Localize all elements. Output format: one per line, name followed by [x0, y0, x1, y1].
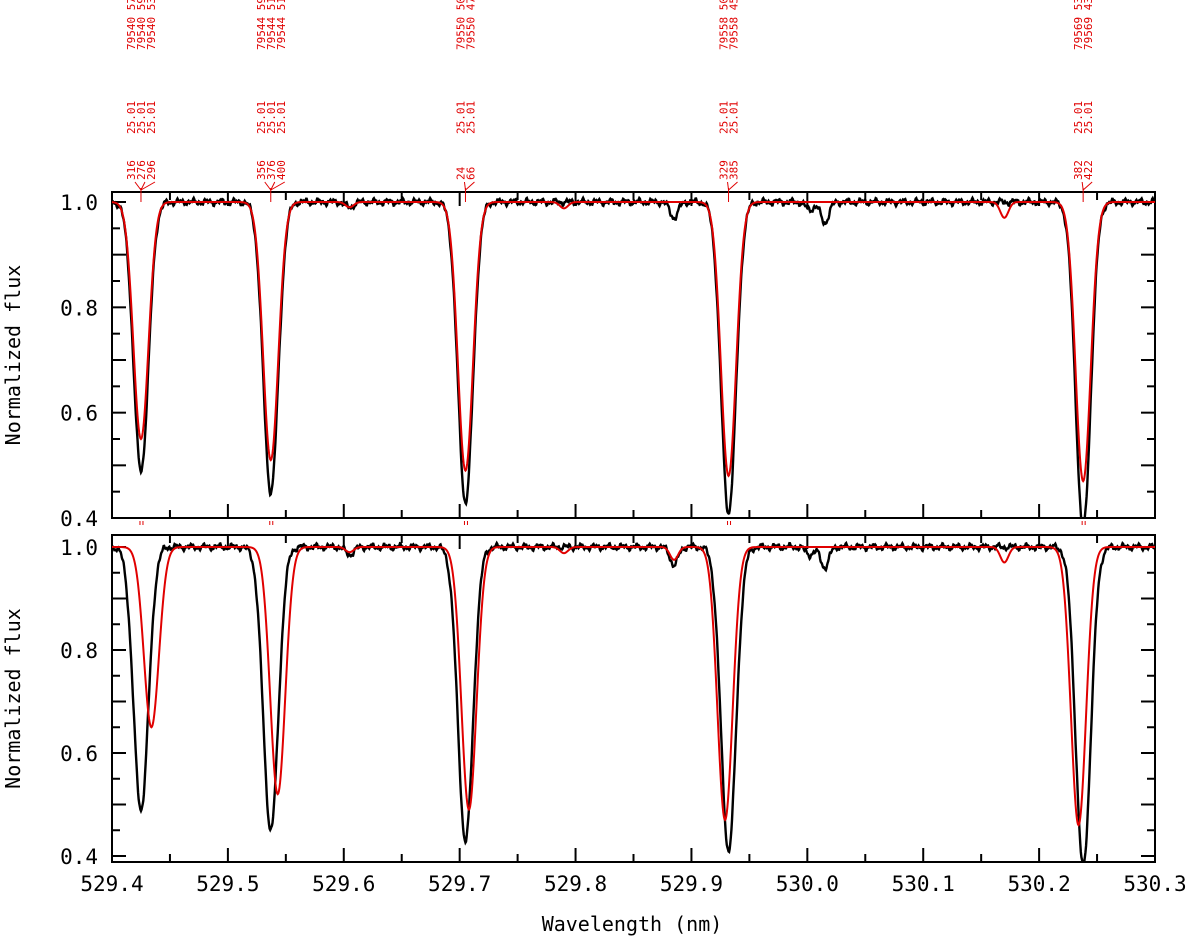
x-tick-label: 530.0 — [776, 872, 839, 896]
line-id-wavelength: 316 — [125, 160, 138, 180]
line-id-leader — [1082, 181, 1093, 191]
line-id-wavelength: 24 — [454, 166, 467, 180]
line-id-wavelength: 356 — [255, 160, 268, 180]
line-id-element-code: 25.01 — [1082, 101, 1095, 134]
y-tick-label: 1.0 — [60, 191, 98, 215]
x-tick-label: 529.6 — [312, 872, 375, 896]
line-id-wavelength: 385 — [728, 160, 741, 180]
line-id-leader — [140, 181, 146, 191]
x-tick-label: 530.1 — [892, 872, 955, 896]
x-tick-label: 529.7 — [428, 872, 491, 896]
line-id-number: 79558 505 — [718, 0, 731, 50]
line-id-leader — [1081, 181, 1084, 191]
x-tick-label: 529.4 — [80, 872, 143, 896]
line-id-leader — [728, 181, 738, 191]
line-id-element-code: 25.01 — [728, 101, 741, 134]
line-id-number: 79544 510 — [275, 0, 288, 50]
line-id-number: 79544 596 — [255, 0, 268, 50]
line-id-wavelength: 66 — [464, 167, 477, 180]
line-id-element-code: 25.01 — [265, 101, 278, 134]
line-id-number: 79569 436 — [1082, 0, 1095, 50]
line-id-number: 79544 510 — [265, 0, 278, 50]
top-panel: 1.0 0.8 0.6 0.4 Normalized flux 316 25.01 79540… — [1, 0, 1156, 531]
line-id-leader — [140, 181, 156, 191]
y-tick-label: 0.6 — [60, 402, 98, 426]
observed-spectrum-line — [112, 195, 1155, 518]
line-id-element-code: 25.01 — [255, 101, 268, 134]
x-tick-label: 530.3 — [1123, 872, 1186, 896]
line-id-element-code: 25.01 — [454, 101, 467, 134]
y-tick-label: 0.4 — [60, 845, 98, 869]
line-id-wavelength: 296 — [145, 160, 158, 180]
x-tick-label: 529.5 — [196, 872, 259, 896]
line-id-number: 79540 537 — [145, 0, 158, 50]
x-axis-label: Wavelength (nm) — [542, 912, 723, 936]
line-id-element-code: 25.01 — [145, 101, 158, 134]
line-id-leader — [463, 181, 466, 191]
x-tick-label: 529.9 — [660, 872, 723, 896]
bottom-panel: 1.0 0.8 0.6 0.4 529.4 529.5 529.6 529.7 529.8 529… — [1, 534, 1187, 896]
x-tick-label: 529.8 — [544, 872, 607, 896]
line-id-wavelength: 400 — [275, 160, 288, 180]
x-tick-label: 530.2 — [1008, 872, 1071, 896]
line-id-element-code: 25.01 — [718, 101, 731, 134]
line-id-number: 79540 579 — [125, 0, 138, 50]
line-id-wavelength: 329 — [718, 160, 731, 180]
line-id-number: 79540 595 — [135, 0, 148, 50]
line-id-leader — [727, 181, 730, 191]
line-id-element-code: 25.01 — [135, 101, 148, 134]
y-tick-label: 0.4 — [60, 507, 98, 531]
line-id-element-code: 25.01 — [125, 101, 138, 134]
y-tick-label: 0.8 — [60, 296, 98, 320]
model-spectrum-line — [112, 546, 1155, 827]
line-id-wavelength: 382 — [1072, 160, 1085, 180]
line-id-wavelength: 376 — [265, 160, 278, 180]
line-id-leader — [465, 181, 475, 191]
y-axis-label: Normalized flux — [1, 608, 25, 789]
y-tick-label: 1.0 — [60, 536, 98, 560]
y-tick-label: 0.8 — [60, 639, 98, 663]
model-spectrum-line — [112, 201, 1155, 483]
y-axis-label: Normalized flux — [1, 265, 25, 446]
line-id-number: 79558 453 — [728, 0, 741, 50]
line-id-leader — [134, 181, 142, 191]
line-id-element-code: 25.01 — [275, 101, 288, 134]
line-id-wavelength: 422 — [1082, 160, 1095, 180]
line-id-element-code: 25.01 — [464, 101, 477, 134]
line-id-number: 79550 501 — [454, 0, 467, 50]
line-id-leader — [264, 181, 272, 191]
line-id-leader — [270, 181, 276, 191]
line-id-leader — [270, 181, 286, 191]
line-id-element-code: 25.01 — [1072, 101, 1085, 134]
line-id-wavelength: 276 — [135, 160, 148, 180]
line-id-number: 79569 532 — [1072, 0, 1085, 50]
y-tick-label: 0.6 — [60, 742, 98, 766]
line-id-number: 79550 476 — [464, 0, 477, 50]
observed-spectrum-line — [112, 540, 1155, 862]
